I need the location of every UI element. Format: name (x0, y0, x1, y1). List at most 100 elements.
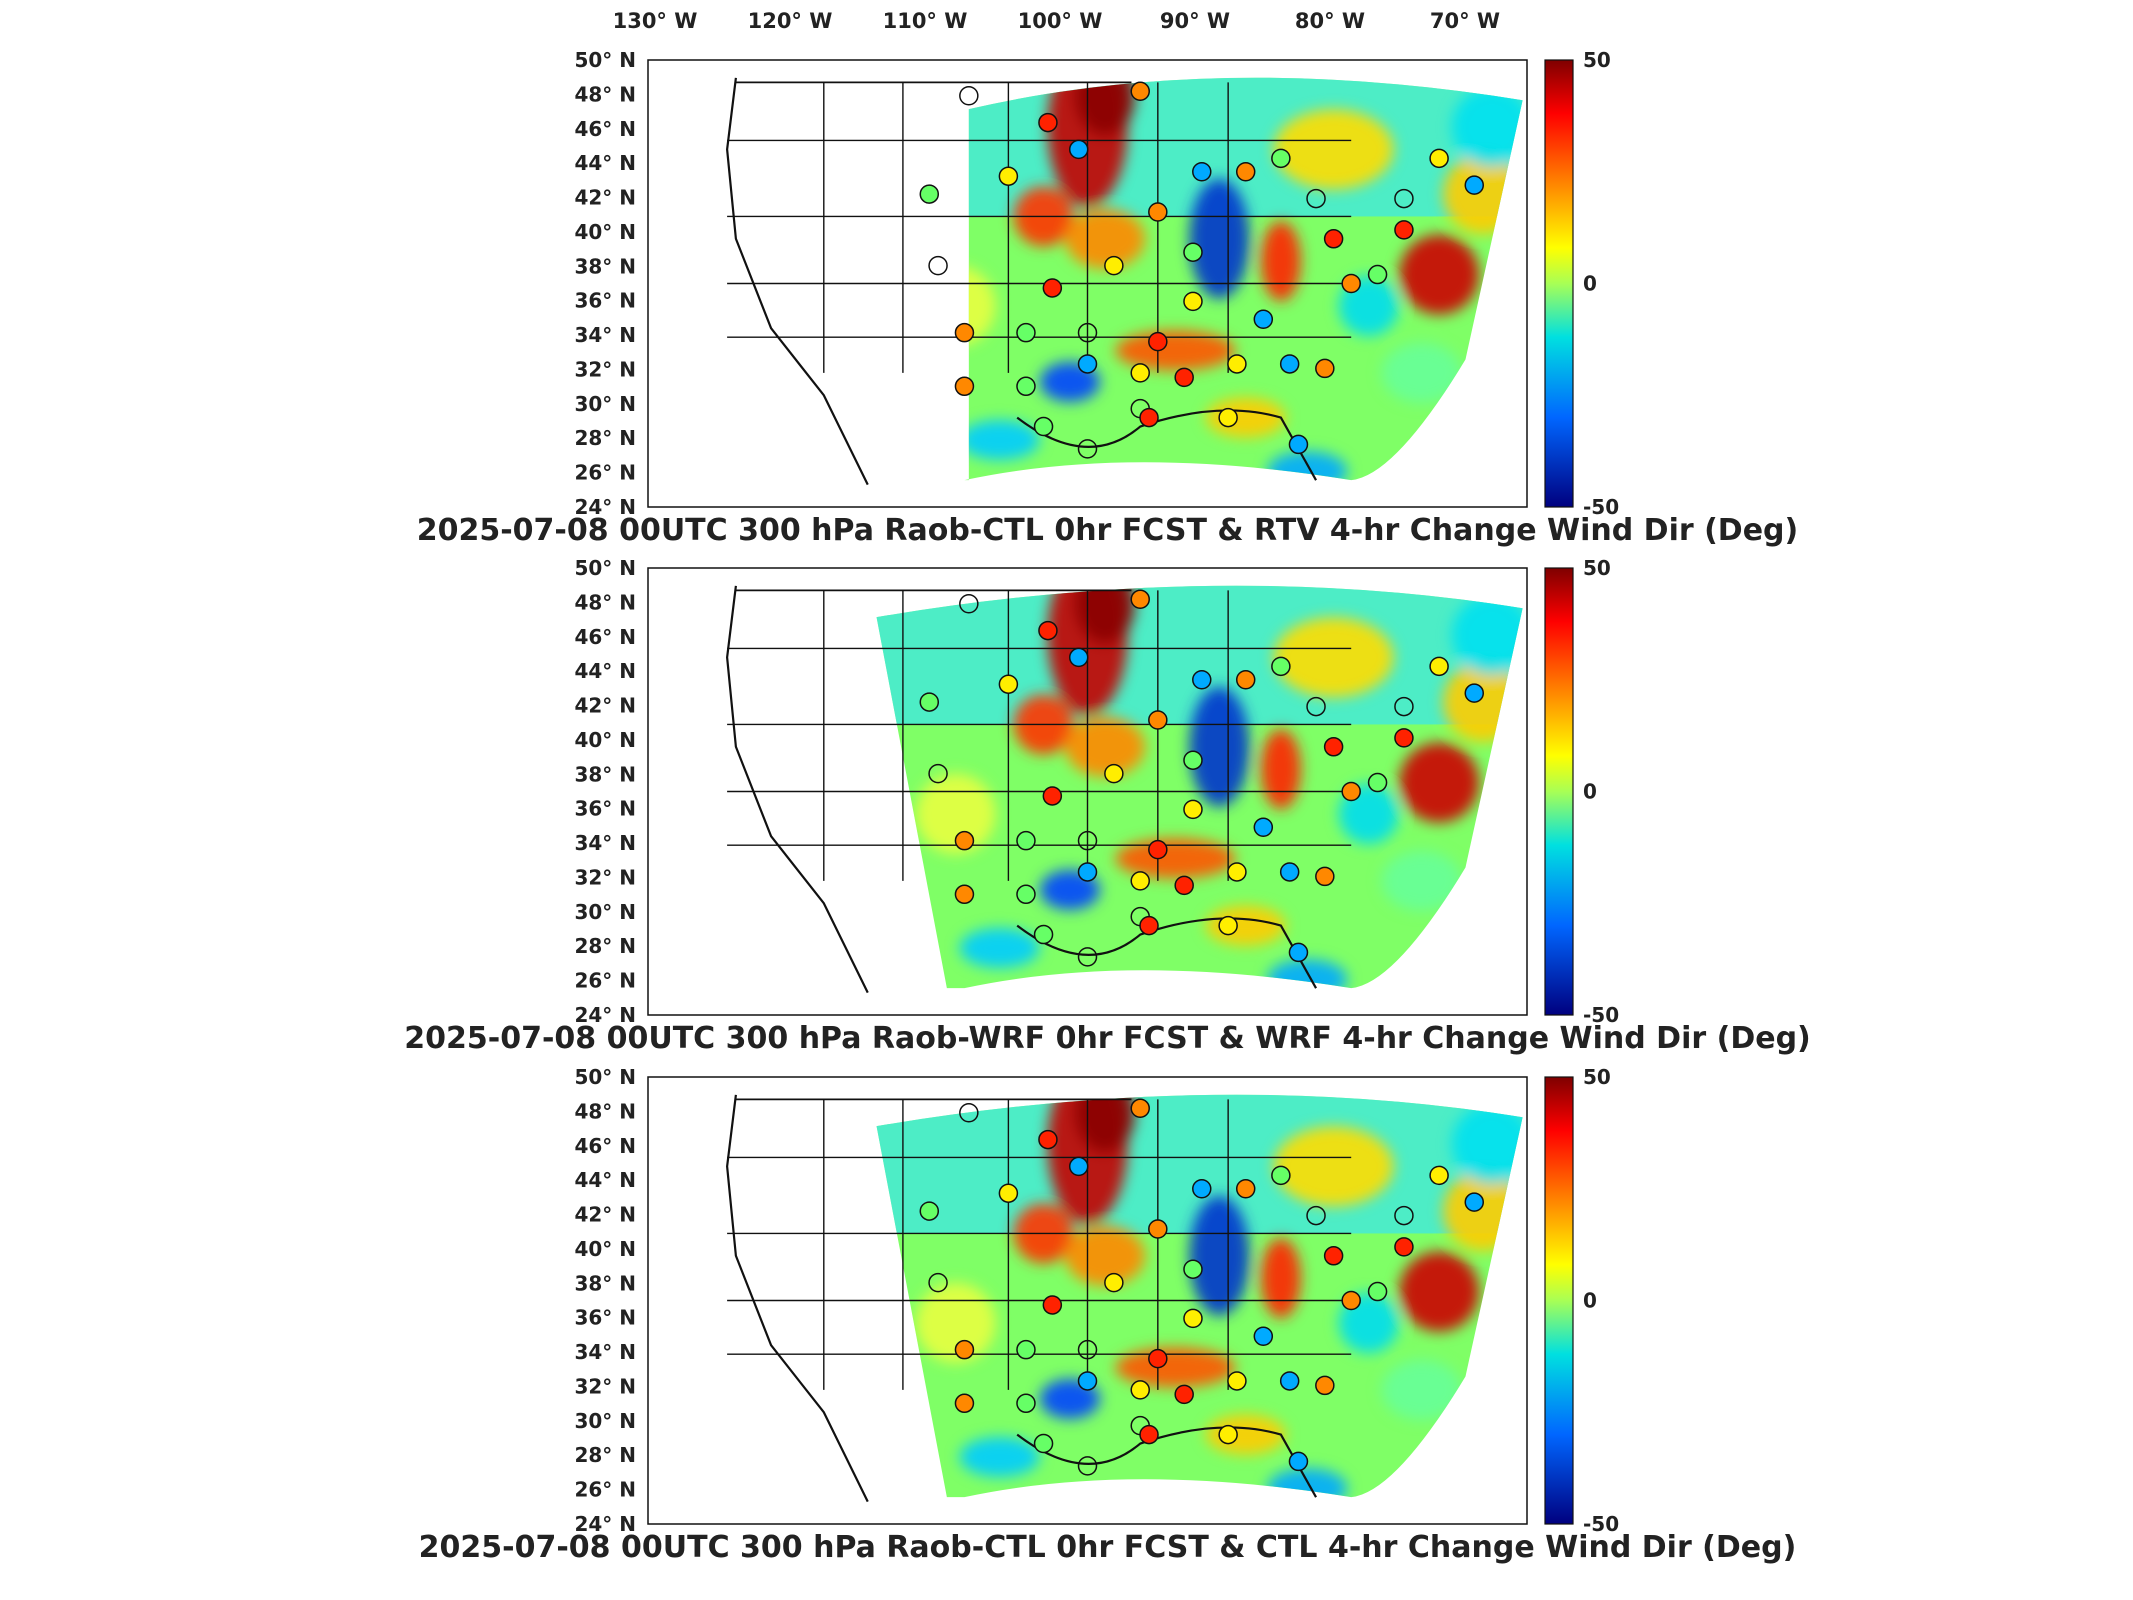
wind-dir-field (876, 585, 1523, 989)
lat-label: 46° N (574, 117, 636, 141)
raob-station (954, 1339, 975, 1360)
raob-station (1042, 1295, 1063, 1315)
lat-label: 26° N (574, 1478, 636, 1502)
raob-station (919, 184, 940, 204)
raob-station (1279, 1371, 1300, 1391)
raob-station (928, 255, 948, 276)
lat-label: 24° N (574, 1512, 636, 1536)
raob-station (1271, 148, 1291, 169)
raob-station (1183, 1259, 1203, 1279)
colorbar-tick-label: -50 (1583, 1003, 1619, 1027)
raob-station (928, 1272, 948, 1293)
raob-station (1077, 1456, 1098, 1476)
raob-station (1315, 1375, 1335, 1396)
raob-station (1077, 439, 1098, 459)
colorbar (1544, 1076, 1574, 1525)
raob-station (1227, 354, 1247, 374)
raob-station (1038, 112, 1058, 133)
raob-station (959, 1103, 979, 1123)
lat-label: 46° N (574, 1134, 636, 1158)
raob-station (1148, 202, 1168, 222)
raob-station (1341, 273, 1361, 294)
raob-station (998, 1183, 1019, 1203)
raob-station (1183, 291, 1203, 312)
raob-station (1227, 862, 1247, 882)
gulf-coast (1016, 1426, 1317, 1498)
lat-label: 40° N (574, 1237, 636, 1261)
raob-station (1394, 220, 1414, 240)
colorbar-tick-label: 50 (1583, 48, 1611, 72)
raob-station (1016, 376, 1036, 397)
raob-station (954, 884, 975, 905)
raob-station (1130, 1098, 1150, 1119)
raob-station (1279, 862, 1300, 882)
raob-station (959, 86, 979, 106)
raob-station (1394, 728, 1414, 748)
raob-station (1306, 1205, 1326, 1226)
raob-station (1367, 264, 1388, 285)
raob-station (1367, 772, 1388, 793)
raob-station (1148, 1219, 1168, 1239)
raob-station (1306, 188, 1326, 209)
raob-station (1288, 942, 1309, 963)
raob-station (1068, 647, 1089, 668)
raob-station (1130, 1380, 1150, 1400)
raob-station (1104, 255, 1124, 276)
raob-station (954, 830, 975, 851)
longitude-labels: 130° W 120° W 110° W 100° W 90° W 80° W 70° W (613, 9, 1501, 33)
raob-station (1033, 924, 1054, 945)
lat-label: 44° N (574, 1168, 636, 1192)
raob-station (1315, 358, 1335, 379)
raob-station (1192, 670, 1212, 690)
raob-station (1042, 278, 1063, 298)
raob-station (1174, 875, 1194, 896)
raob-station (1183, 750, 1203, 770)
lat-label: 40° N (574, 728, 636, 752)
raob-station (1341, 781, 1361, 802)
map-panel: 50° N 48° N 46° N 44° N 42° N 40° N 38° N 36° N… (417, 48, 1799, 548)
lat-label: 48° N (574, 590, 636, 614)
raob-station (1464, 175, 1485, 195)
map-frame (647, 567, 1528, 1016)
raob-station (1183, 1308, 1203, 1329)
lat-label: 34° N (574, 323, 636, 347)
lon-label: 120° W (748, 9, 833, 33)
raob-station (1192, 1179, 1212, 1199)
raob-station (1077, 1339, 1098, 1360)
raob-station (1253, 309, 1274, 330)
lat-label: 36° N (574, 797, 636, 821)
lat-label: 40° N (574, 220, 636, 244)
raob-station (998, 166, 1019, 186)
raob-station (1192, 162, 1212, 182)
lat-label: 30° N (574, 1409, 636, 1433)
panel-title: 2025-07-08 00UTC 300 hPa Raob-CTL 0hr FC… (419, 1530, 1797, 1565)
raob-station (1218, 915, 1238, 936)
raob-station (1183, 799, 1203, 820)
raob-station (1323, 229, 1344, 249)
raob-station (919, 692, 940, 712)
lon-label: 110° W (883, 9, 968, 33)
lat-label: 42° N (574, 694, 636, 718)
raob-station (1016, 830, 1036, 851)
raob-station (1077, 947, 1098, 967)
raob-station (1183, 242, 1203, 262)
lat-label: 38° N (574, 254, 636, 278)
lat-label: 34° N (574, 1340, 636, 1364)
gulf-coast (1016, 917, 1317, 989)
raob-station (954, 1393, 975, 1414)
panel-title: 2025-07-08 00UTC 300 hPa Raob-WRF 0hr FC… (404, 1021, 1811, 1056)
raob-station (919, 1201, 940, 1221)
raob-station (1218, 1424, 1238, 1445)
raob-station (1464, 683, 1485, 703)
raob-station (1394, 1205, 1414, 1226)
map-frame (647, 1076, 1528, 1525)
lon-label: 90° W (1160, 9, 1230, 33)
raob-station (1016, 322, 1036, 343)
colorbar-tick-label: 50 (1583, 1065, 1611, 1089)
lat-label: 32° N (574, 357, 636, 381)
lat-label: 24° N (574, 495, 636, 519)
raob-station (1077, 322, 1098, 343)
raob-station (1148, 839, 1168, 860)
colorbar (1544, 567, 1574, 1016)
raob-station (1174, 367, 1194, 388)
